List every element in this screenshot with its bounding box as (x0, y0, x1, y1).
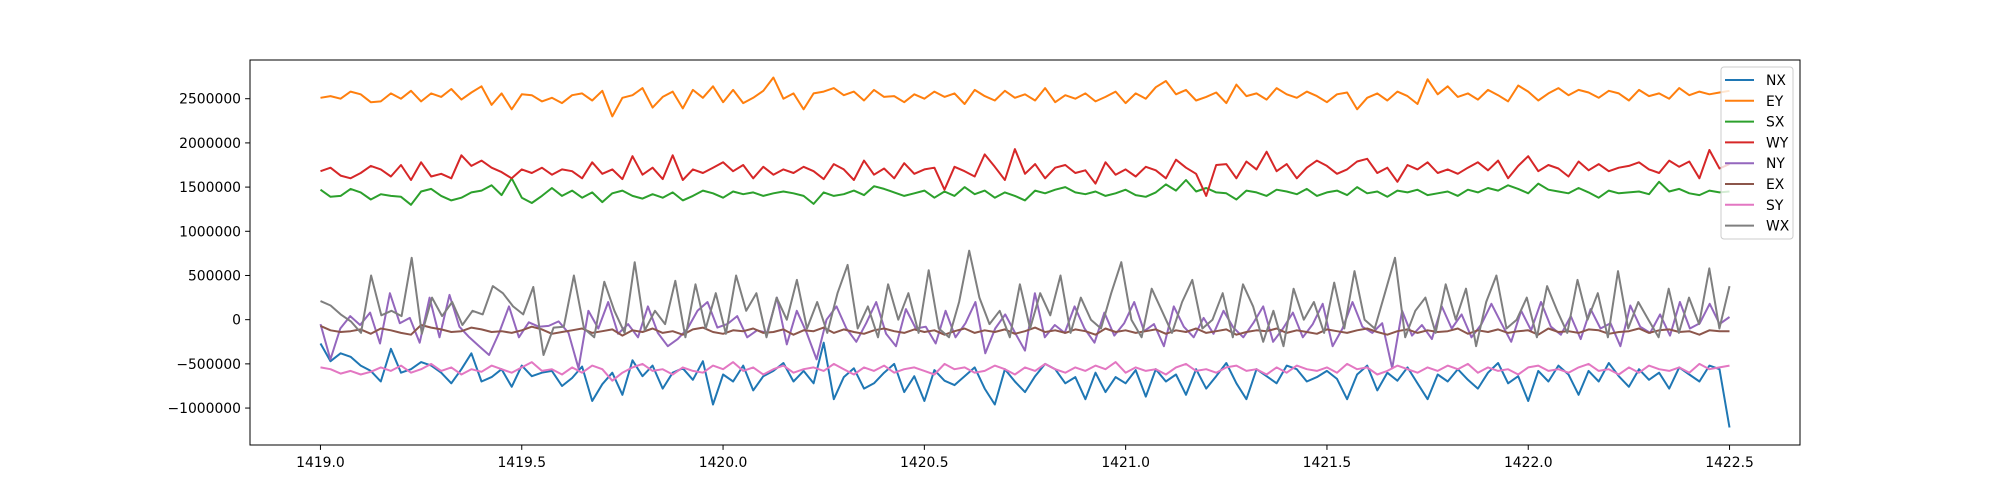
series-line-sx (319, 177, 1730, 206)
legend-label: WX (1766, 219, 1790, 235)
series-lines (319, 76, 1731, 428)
axes-frame (249, 59, 1801, 446)
series-line-wy (320, 148, 1730, 197)
series-line-nx (319, 341, 1731, 428)
legend-label: NY (1766, 156, 1785, 172)
x-tick-label: 1422.5 (1705, 455, 1754, 471)
y-tick-label: 0 (232, 313, 241, 329)
legend-label: WY (1766, 135, 1789, 151)
x-tick-label: 1419.5 (497, 455, 546, 471)
y-tick-label: 2500000 (179, 92, 241, 108)
y-tick-label: 1000000 (179, 224, 241, 240)
y-tick-label: 1500000 (179, 180, 241, 196)
series-line-wx (320, 249, 1731, 356)
x-tick-label: 1420.5 (900, 455, 949, 471)
legend-label: SX (1766, 115, 1785, 131)
y-tick-label: 2000000 (179, 136, 241, 152)
x-tick-label: 1421.5 (1303, 455, 1352, 471)
y-tick-label: −500000 (176, 357, 241, 373)
series-line-ey (320, 76, 1730, 118)
y-tick-label: 500000 (188, 268, 241, 284)
series-line-sy (320, 361, 1730, 382)
legend-box (1720, 66, 1794, 240)
x-tick-label: 1422.0 (1504, 455, 1553, 471)
y-tick-label: −1000000 (167, 401, 241, 417)
x-tick-label: 1419.0 (296, 455, 345, 471)
legend-label: EY (1766, 94, 1784, 110)
y-axis: −1000000 −500000 0 500000 1000000 1500000 2000… (167, 92, 250, 417)
legend-label: NX (1766, 73, 1786, 89)
x-tick-label: 1421.0 (1101, 455, 1150, 471)
x-tick-label: 1420.0 (699, 455, 748, 471)
x-axis: 1419.0 1419.5 1420.0 1420.5 1421.0 1421.5 1422… (296, 445, 1754, 471)
series-line-ex (320, 324, 1730, 337)
legend-label: SY (1766, 198, 1784, 214)
series-line-ny (319, 292, 1731, 370)
legend-label: EX (1766, 177, 1785, 193)
legend: NX EY SX WY NY EX SY WX (1720, 66, 1794, 240)
